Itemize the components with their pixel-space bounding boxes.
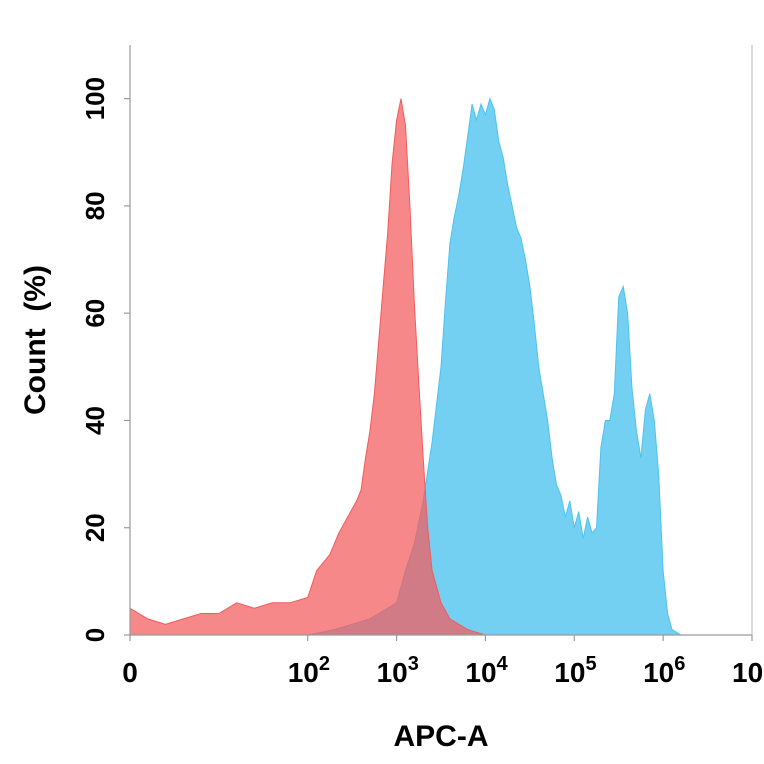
y-tick-label: 80: [80, 191, 110, 220]
y-axis-label: Count (%): [19, 265, 52, 415]
histogram-series-1: [218, 97, 683, 636]
y-tick-labels: 0 20 40 60 80 100: [80, 77, 130, 642]
x-axis-label: APC-A: [394, 720, 489, 753]
y-tick-label: 20: [80, 513, 110, 542]
y-tick-label: 100: [80, 77, 110, 120]
y-tick-label: 60: [80, 299, 110, 328]
x-tick-label: 0: [122, 657, 138, 688]
x-tick-label: 103: [377, 653, 419, 688]
x-tick-label: 104: [465, 653, 508, 688]
x-tick-labels: 0 102 103 104 105 106 107: [122, 635, 764, 688]
y-tick-label: 0: [80, 628, 110, 642]
x-tick-label: 107: [732, 653, 764, 688]
x-tick-label: 102: [288, 653, 330, 688]
histogram-series-2: [129, 98, 486, 636]
y-tick-label: 40: [80, 406, 110, 435]
x-tick-label: 105: [554, 653, 596, 688]
axes-layer: [129, 45, 753, 636]
series-layer: [129, 97, 683, 636]
x-tick-label: 106: [643, 653, 685, 688]
